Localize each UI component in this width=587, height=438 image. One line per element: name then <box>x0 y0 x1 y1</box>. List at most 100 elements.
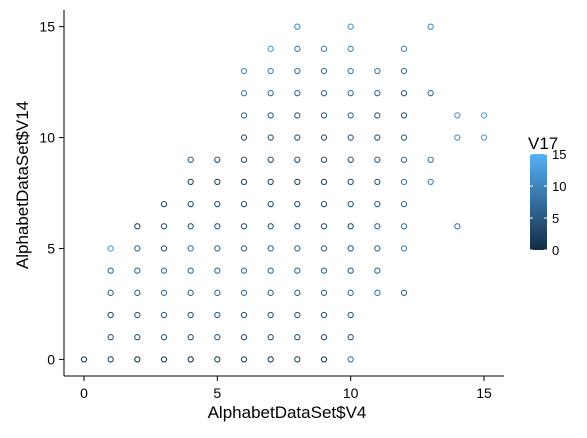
data-point <box>400 67 408 75</box>
data-point <box>294 23 301 30</box>
data-point <box>214 245 221 252</box>
data-point <box>294 311 301 319</box>
data-point <box>267 67 274 75</box>
data-point <box>400 245 408 252</box>
y-tick-label: 0 <box>47 351 55 367</box>
data-point <box>267 112 274 119</box>
data-point <box>480 134 488 141</box>
data-point <box>400 223 408 230</box>
data-point <box>107 289 114 296</box>
data-point <box>214 156 221 163</box>
legend-colorbar <box>530 154 547 250</box>
data-point <box>347 356 354 363</box>
data-point <box>214 311 221 319</box>
data-point <box>160 267 168 274</box>
data-point <box>294 67 301 75</box>
data-point <box>214 356 221 363</box>
data-point <box>400 112 408 119</box>
data-point <box>134 223 141 230</box>
data-point <box>187 311 194 319</box>
data-point <box>347 112 354 119</box>
data-point <box>187 156 194 163</box>
data-point <box>347 334 354 341</box>
data-point <box>400 134 408 141</box>
data-point <box>107 245 114 252</box>
data-point <box>187 267 194 274</box>
data-point <box>214 267 221 274</box>
data-point <box>214 223 221 230</box>
data-point <box>187 245 194 252</box>
data-point <box>240 112 248 119</box>
legend-ticks: 0 5 10 15 <box>530 147 566 258</box>
data-point <box>400 156 408 163</box>
data-point <box>347 267 354 274</box>
data-point <box>107 267 114 274</box>
data-point <box>240 356 248 363</box>
data-point <box>267 223 274 230</box>
data-point <box>480 112 488 119</box>
data-point <box>214 289 221 296</box>
data-point <box>454 112 461 119</box>
data-point <box>400 90 408 97</box>
data-point <box>454 134 461 141</box>
data-point <box>187 178 194 186</box>
data-point <box>320 67 328 75</box>
data-point <box>240 223 248 230</box>
data-point <box>187 356 194 363</box>
data-point <box>107 356 114 363</box>
data-point <box>320 311 328 319</box>
data-point <box>267 90 274 97</box>
data-point <box>267 289 274 296</box>
data-point <box>294 134 301 141</box>
data-point <box>347 156 354 163</box>
data-point <box>400 178 408 186</box>
data-point <box>187 334 194 341</box>
data-point <box>240 156 248 163</box>
data-point <box>134 356 141 363</box>
data-point <box>267 156 274 163</box>
y-axis-title: AlphabetDataSet$V14 <box>13 101 32 269</box>
data-point <box>294 178 301 186</box>
data-point <box>160 223 168 230</box>
x-tick-label: 15 <box>476 385 492 401</box>
data-point <box>374 200 381 208</box>
data-point <box>347 178 354 186</box>
data-point <box>294 223 301 230</box>
data-point <box>427 90 434 97</box>
data-point <box>134 289 141 296</box>
data-point <box>267 334 274 341</box>
data-point <box>320 45 328 52</box>
data-point <box>134 245 141 252</box>
data-point <box>374 134 381 141</box>
data-point <box>267 200 274 208</box>
data-point <box>347 289 354 296</box>
x-tick-label: 10 <box>343 385 359 401</box>
data-point <box>320 267 328 274</box>
data-point <box>347 311 354 319</box>
data-point <box>294 289 301 296</box>
data-point <box>294 356 301 363</box>
data-point <box>187 289 194 296</box>
data-point <box>320 134 328 141</box>
y-tick-label: 10 <box>39 130 55 146</box>
data-point <box>160 311 168 319</box>
x-tick-label: 5 <box>213 385 221 401</box>
data-point <box>320 245 328 252</box>
data-point <box>240 178 248 186</box>
legend-tick-label: 10 <box>552 179 566 194</box>
data-point <box>347 200 354 208</box>
legend-tick-label: 0 <box>552 243 559 258</box>
data-point <box>294 90 301 97</box>
data-point <box>160 200 168 208</box>
x-axis-ticks: 0 5 10 15 <box>80 376 492 401</box>
data-point <box>294 245 301 252</box>
data-point <box>240 200 248 208</box>
data-point <box>267 134 274 141</box>
data-point <box>267 356 274 363</box>
data-point <box>240 267 248 274</box>
data-point <box>267 178 274 186</box>
data-point <box>267 311 274 319</box>
data-point <box>320 178 328 186</box>
data-point <box>267 267 274 274</box>
data-point <box>160 245 168 252</box>
